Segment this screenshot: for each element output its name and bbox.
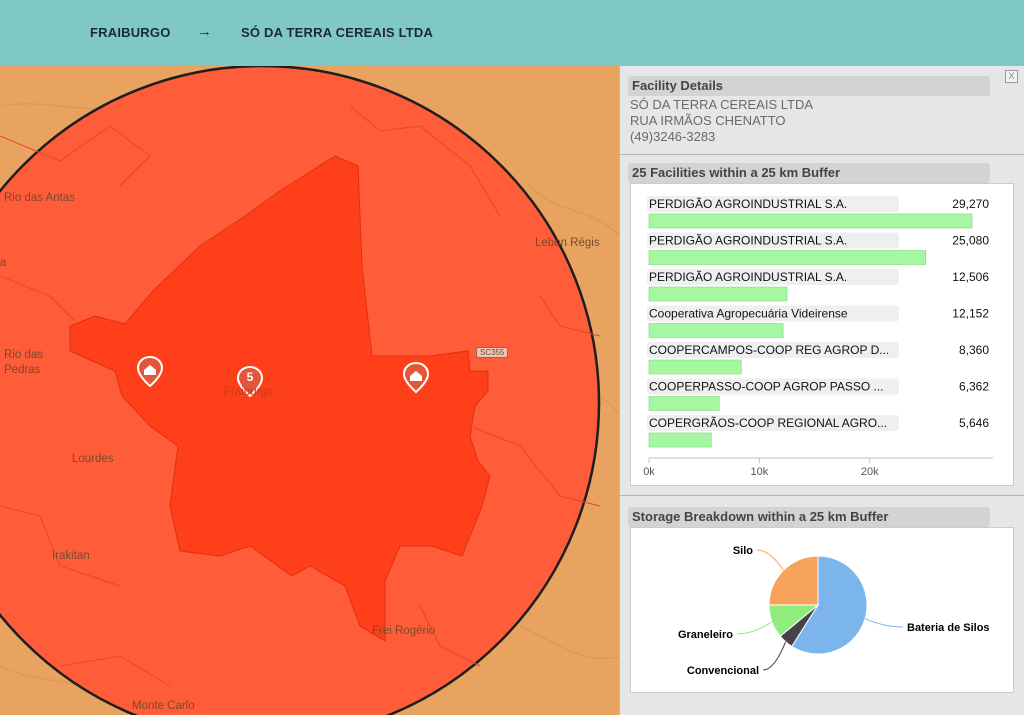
bar-category-label: Cooperativa Agropecuária Videirense — [649, 307, 848, 321]
bar-label-bg — [647, 196, 899, 212]
origin-label[interactable]: FRAIBURGO — [90, 25, 171, 40]
header-bar: FRAIBURGO → SÓ DA TERRA CEREAIS LTDA — [0, 0, 1024, 66]
storage-pie-chart: Bateria de Silos Convencional Graneleiro Si… — [630, 527, 1014, 693]
pin-cluster[interactable] — [236, 365, 264, 398]
pie-label: Convencional — [687, 665, 759, 677]
facility-phone: (49)3246-3283 — [630, 129, 716, 144]
map-view[interactable]: Rio das Antas Lebon Régis a Rio das Pedr… — [0, 66, 620, 715]
pie-label: Silo — [733, 545, 753, 557]
place-lourdes: Lourdes — [72, 453, 114, 465]
bar-category-label: COPERGRÃOS-COOP REGIONAL AGRO... — [649, 416, 887, 430]
map-canvas[interactable] — [0, 66, 620, 715]
bar-value-label: 25,080 — [952, 234, 989, 248]
bar[interactable] — [648, 323, 784, 338]
facility-address: RUA IRMÃOS CHENATTO — [630, 113, 786, 128]
bar-category-label: COOPERCAMPOS-COOP REG AGROP D... — [649, 343, 889, 357]
bar-value-label: 29,270 — [952, 197, 989, 211]
bar[interactable] — [648, 286, 788, 302]
place-fraiburgo: Fraiburgo — [224, 386, 274, 398]
bar[interactable] — [648, 359, 742, 375]
facilities-bar-chart: PERDIGÃO AGROINDUSTRIAL S.A. 29,270 PERDIG… — [630, 183, 1014, 486]
bar-category-label: COOPERPASSO-COOP AGROP PASSO ... — [649, 380, 884, 394]
place-edge: a — [0, 257, 7, 269]
road-shield: SC355 — [476, 347, 509, 358]
pie-connector — [864, 618, 904, 628]
pin-right[interactable] — [402, 361, 430, 394]
municipal-boundaries — [0, 105, 601, 687]
place-monte-carlo: Monte Carlo — [132, 700, 195, 712]
bar[interactable] — [648, 250, 927, 265]
pie-connector — [762, 641, 787, 671]
pie-chart-canvas: Bateria de Silos Convencional Graneleiro Si… — [678, 545, 990, 677]
storage-title: Storage Breakdown within a 25 km Buffer — [628, 507, 990, 527]
bar-label-bg — [647, 342, 899, 358]
pie-label: Graneleiro — [678, 629, 733, 641]
bar[interactable] — [648, 396, 720, 411]
bar-value-label: 6,362 — [959, 380, 989, 394]
bar-label-bg — [647, 232, 899, 249]
details-title: Facility Details — [628, 76, 990, 96]
pie-connector — [736, 621, 773, 635]
bar-chart-canvas: PERDIGÃO AGROINDUSTRIAL S.A. 29,270 PERDIG… — [643, 196, 993, 478]
bar-value-label: 5,646 — [959, 416, 989, 430]
pie-slice[interactable] — [791, 555, 868, 655]
bar-label-bg — [647, 378, 899, 395]
place-rio-das-antas: Rio das Antas — [4, 192, 75, 204]
facility-name: SÓ DA TERRA CEREAIS LTDA — [630, 97, 814, 112]
cluster-count: 5 — [246, 370, 254, 384]
facility-panel: X Facility Details SÓ DA TERRA CEREAIS L… — [619, 66, 1024, 715]
place-rio-das-pedras: Rio das — [4, 349, 43, 361]
facilities-title: 25 Facilities within a 25 km Buffer — [628, 163, 990, 183]
place-irakitan: Irakitan — [52, 550, 90, 562]
facility-icon — [144, 365, 156, 375]
x-tick-label: 0k — [643, 466, 655, 478]
bar-value-label: 12,506 — [952, 270, 989, 284]
municipality-fraiburgo[interactable] — [69, 155, 491, 642]
pie-label: Bateria de Silos — [907, 622, 990, 634]
pie-slice[interactable] — [768, 555, 819, 606]
close-button[interactable]: X — [1005, 70, 1018, 83]
pin-left[interactable] — [136, 355, 164, 388]
place-rio-das-pedras-2: Pedras — [4, 364, 41, 376]
bar-category-label: PERDIGÃO AGROINDUSTRIAL S.A. — [649, 234, 847, 248]
x-tick-label: 20k — [861, 466, 879, 478]
divider — [620, 495, 1024, 496]
bar[interactable] — [648, 213, 973, 229]
cluster-marker[interactable]: 5 — [237, 366, 263, 400]
bar-value-label: 8,360 — [959, 343, 989, 357]
bar-value-label: 12,152 — [952, 307, 989, 321]
divider — [620, 154, 1024, 155]
place-lebon-regis: Lebon Régis — [535, 237, 600, 249]
bar-label-bg — [647, 305, 899, 322]
bar-label-bg — [647, 269, 899, 285]
bar-category-label: PERDIGÃO AGROINDUSTRIAL S.A. — [649, 270, 847, 284]
destination-label[interactable]: SÓ DA TERRA CEREAIS LTDA — [241, 25, 434, 40]
bar-category-label: PERDIGÃO AGROINDUSTRIAL S.A. — [649, 197, 847, 211]
bar-label-bg — [647, 415, 899, 431]
facility-icon — [410, 371, 422, 381]
pie-connector — [756, 549, 784, 571]
arrow-icon: → — [197, 23, 212, 40]
x-tick-label: 10k — [750, 466, 768, 478]
place-frei-rogerio: Frei Rogério — [372, 625, 436, 637]
bar[interactable] — [648, 432, 712, 448]
